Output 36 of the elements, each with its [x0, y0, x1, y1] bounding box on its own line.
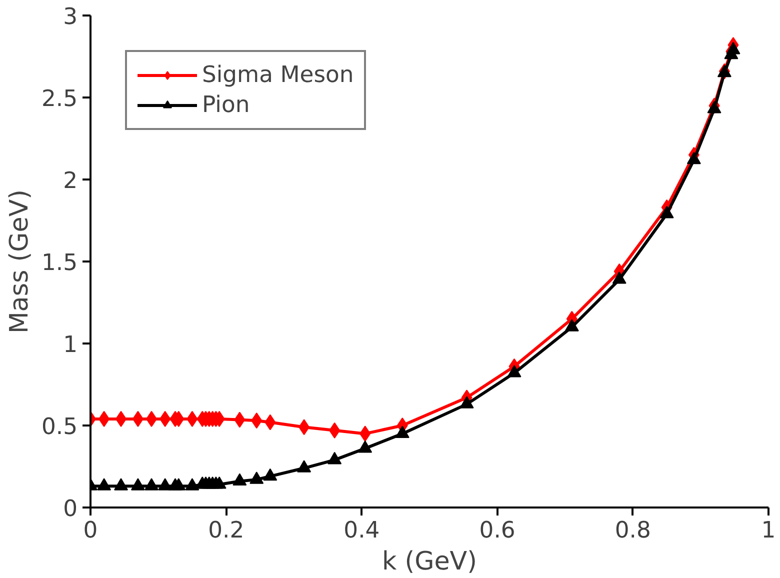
- point: [185, 478, 200, 490]
- point: [297, 460, 312, 472]
- x-tick-label: 0.6: [479, 518, 516, 544]
- x-tick-label: 0: [83, 518, 98, 544]
- legend-label: Sigma Meson: [202, 62, 354, 88]
- y-tick-label: 2: [63, 168, 78, 194]
- y-tick-label: 3: [63, 4, 78, 30]
- y-tick-label: 0.5: [41, 414, 78, 440]
- x-axis-title: k (GeV): [382, 546, 478, 576]
- point: [250, 472, 264, 484]
- y-tick-label: 1: [63, 332, 78, 358]
- x-tick-label: 1: [761, 518, 776, 544]
- point: [232, 473, 247, 486]
- y-tick-label: 1.5: [41, 250, 78, 276]
- x-tick-label: 0.4: [344, 518, 380, 544]
- point: [612, 272, 626, 284]
- point: [172, 478, 186, 490]
- x-tick-label: 0.8: [614, 518, 651, 544]
- point: [358, 440, 372, 453]
- point: [97, 478, 112, 490]
- point: [114, 478, 128, 490]
- point: [263, 468, 278, 481]
- point: [144, 478, 159, 490]
- y-tick-label: 0: [63, 496, 78, 522]
- y-axis-title: Mass (GeV): [3, 189, 34, 334]
- point: [328, 452, 342, 464]
- x-tick-label: 0.2: [208, 518, 244, 544]
- point: [212, 476, 226, 489]
- point: [158, 478, 172, 490]
- y-tick-label: 2.5: [41, 86, 78, 112]
- legend-label: Pion: [202, 92, 250, 118]
- point: [564, 319, 579, 332]
- point: [130, 478, 145, 490]
- point: [395, 426, 410, 438]
- point: [460, 396, 474, 408]
- point: [507, 365, 522, 378]
